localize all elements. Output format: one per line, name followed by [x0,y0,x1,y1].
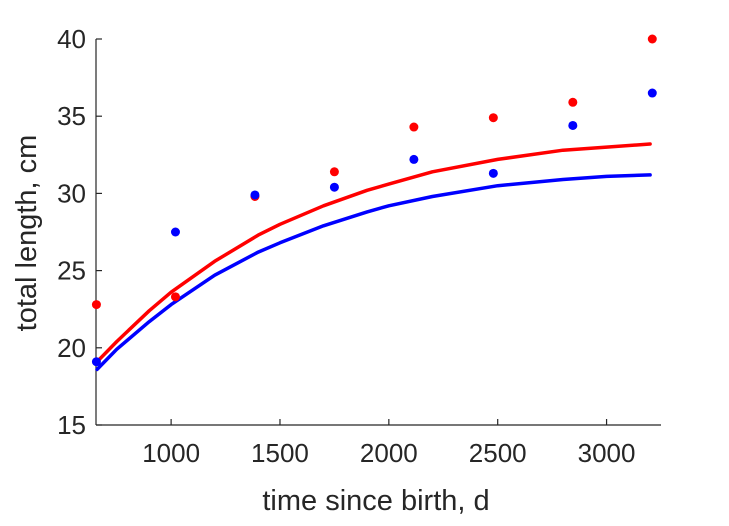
y-tick-label: 15 [57,410,86,440]
y-tick-label: 20 [57,333,86,363]
fit-curves-layer [95,142,652,372]
x-tick-label: 2000 [360,438,418,468]
x-tick-label: 2500 [469,438,527,468]
x-tick-label: 3000 [578,438,636,468]
data-points-layer [91,34,657,367]
data-point-series-1 [568,97,578,107]
data-point-series-1 [409,122,419,132]
data-point-series-2 [568,120,578,130]
data-point-series-2 [647,88,657,98]
y-tick-label: 30 [57,178,86,208]
data-point-series-2 [91,357,101,367]
data-point-series-1 [91,300,101,310]
fit-curve-series-2 [95,173,652,372]
axes-layer: 1000 1500 2000 2500 3000 15 20 25 30 35 40 [57,24,661,468]
data-point-series-2 [488,168,498,178]
data-point-series-1 [488,113,498,123]
y-tick-label: 35 [57,101,86,131]
data-point-series-2 [170,227,180,237]
data-point-series-1 [329,167,339,177]
fit-curve-series-1 [95,142,652,364]
data-point-series-2 [409,154,419,164]
x-axis-label: time since birth, d [262,485,489,517]
x-tick-label: 1000 [142,438,200,468]
x-tick-label: 1500 [251,438,309,468]
data-point-series-1 [170,292,180,302]
y-axis-label: total length, cm [11,135,43,332]
data-point-series-1 [647,34,657,44]
data-point-series-2 [329,182,339,192]
y-tick-label: 40 [57,24,86,54]
y-tick-label: 25 [57,256,86,286]
data-point-series-2 [250,190,260,200]
